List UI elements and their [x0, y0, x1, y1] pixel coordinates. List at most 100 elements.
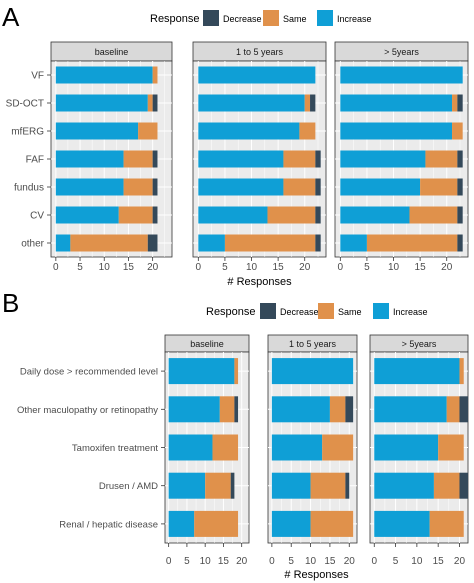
- bar-increase: [271, 510, 311, 537]
- x-tick-label: 0: [53, 262, 59, 273]
- facet-1: 1 to 5 years 0 5 10 15 20: [267, 334, 358, 567]
- legend: Response Decrease Same Increase: [206, 303, 428, 319]
- x-tick-label: 15: [324, 556, 336, 567]
- bar-same: [452, 122, 463, 140]
- category-label: SD-OCT: [6, 99, 44, 110]
- bar-decrease: [457, 150, 463, 168]
- x-axis-label: # Responses: [284, 569, 349, 581]
- facet-title: baseline: [190, 339, 224, 349]
- bar-increase: [340, 94, 453, 112]
- category-label: Renal / hepatic disease: [59, 519, 158, 530]
- bar-increase: [55, 150, 124, 168]
- bar-increase: [340, 178, 421, 196]
- bar-same: [438, 434, 464, 461]
- x-tick-label: 20: [299, 262, 311, 273]
- bar-decrease: [147, 234, 158, 252]
- bar-same: [70, 234, 148, 252]
- category-label: FAF: [26, 155, 44, 166]
- x-tick-label: 15: [123, 262, 135, 273]
- x-tick-label: 0: [166, 556, 172, 567]
- bar-decrease: [310, 94, 316, 112]
- legend-label-increase: Increase: [393, 307, 428, 317]
- bar-same: [452, 94, 458, 112]
- x-tick-label: 15: [433, 556, 445, 567]
- legend-label-increase: Increase: [337, 14, 372, 24]
- category-label: Tamoxifen treatment: [72, 443, 158, 454]
- bar-same: [420, 178, 458, 196]
- bar-same: [234, 358, 239, 385]
- bar-increase: [55, 234, 71, 252]
- bar-increase: [168, 434, 213, 461]
- bar-increase: [168, 396, 220, 423]
- x-tick-label: 5: [77, 262, 83, 273]
- bar-same: [366, 234, 458, 252]
- bar-increase: [271, 434, 323, 461]
- x-tick-label: 10: [411, 556, 423, 567]
- bar-increase: [55, 206, 119, 224]
- category-label: mfERG: [11, 127, 44, 138]
- legend-label-decrease: Decrease: [223, 14, 262, 24]
- x-tick-label: 0: [196, 262, 202, 273]
- bar-same: [425, 150, 458, 168]
- x-tick-label: 0: [269, 556, 275, 567]
- bar-increase: [55, 178, 124, 196]
- bar-increase: [198, 122, 300, 140]
- bar-decrease: [459, 472, 468, 499]
- bar-increase: [168, 358, 235, 385]
- bar-increase: [198, 206, 268, 224]
- facet-1: 1 to 5 years 0 5 10 15 20: [192, 41, 327, 273]
- bar-increase: [340, 122, 453, 140]
- bar-same: [267, 206, 316, 224]
- bar-same: [329, 396, 346, 423]
- bar-decrease: [459, 396, 468, 423]
- bar-decrease: [152, 178, 158, 196]
- category-label: other: [21, 239, 44, 250]
- panel-label: A: [2, 2, 20, 32]
- panel-label: B: [2, 288, 19, 318]
- bar-decrease: [457, 178, 463, 196]
- x-tick-label: 0: [338, 262, 344, 273]
- bar-decrease: [315, 150, 321, 168]
- facet-title: > 5years: [402, 339, 437, 349]
- legend-label-decrease: Decrease: [280, 307, 319, 317]
- bar-increase: [340, 150, 426, 168]
- bar-increase: [271, 358, 354, 385]
- x-tick-label: 5: [364, 262, 370, 273]
- bar-increase: [340, 206, 410, 224]
- bar-same: [147, 94, 153, 112]
- bar-decrease: [315, 206, 321, 224]
- x-tick-label: 10: [99, 262, 111, 273]
- bar-increase: [198, 150, 284, 168]
- category-label: CV: [30, 211, 44, 222]
- x-tick-label: 15: [273, 262, 285, 273]
- bar-decrease: [457, 234, 463, 252]
- bar-same: [123, 150, 153, 168]
- bar-increase: [374, 472, 434, 499]
- bar-increase: [55, 122, 139, 140]
- bar-decrease: [152, 94, 158, 112]
- bar-decrease: [457, 94, 463, 112]
- facet-2: > 5years 0 5 10 15 20: [369, 334, 469, 567]
- category-label: Other maculopathy or retinopathy: [17, 405, 158, 416]
- bar-same: [118, 206, 153, 224]
- legend: Response Decrease Same Increase: [150, 10, 372, 26]
- bar-increase: [198, 94, 305, 112]
- facet-0: baseline 0 5 10 15 20: [164, 334, 250, 567]
- x-tick-label: 10: [305, 556, 317, 567]
- bar-same: [152, 66, 158, 84]
- bar-decrease: [230, 472, 235, 499]
- bar-increase: [198, 234, 225, 252]
- bar-increase: [55, 94, 148, 112]
- bar-same: [310, 472, 346, 499]
- bar-same: [205, 472, 231, 499]
- bar-same: [299, 122, 316, 140]
- bar-increase: [168, 510, 195, 537]
- x-tick-label: 20: [344, 556, 356, 567]
- bar-decrease: [152, 206, 158, 224]
- bar-increase: [55, 66, 153, 84]
- x-tick-label: 5: [222, 262, 228, 273]
- bar-same: [224, 234, 316, 252]
- chart-A: A Response Decrease Same Increase VF SD-OCT mfE…: [2, 2, 469, 288]
- bar-same: [123, 178, 153, 196]
